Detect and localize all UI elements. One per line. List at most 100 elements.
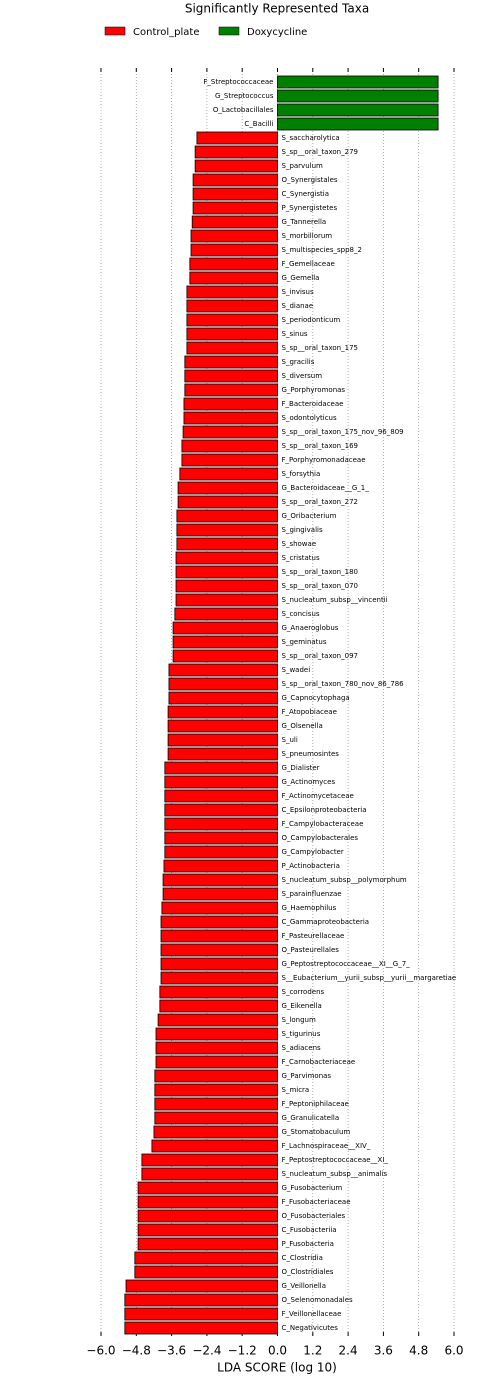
bar: [154, 1111, 278, 1125]
category-label: S_longum: [282, 1016, 316, 1024]
category-label: S_sp__oral_taxon_780_nov_86_786: [282, 680, 405, 688]
category-label: P_Actinobacteria: [282, 862, 340, 870]
category-label: S_parainfluenzae: [282, 890, 342, 898]
category-label: G_Parvimonas: [282, 1072, 332, 1080]
category-label: S_nucleatum_subsp__polymorphum: [282, 876, 407, 884]
category-label: S_morbillorum: [282, 232, 333, 240]
bar: [175, 593, 278, 607]
bar: [137, 1237, 278, 1251]
category-label: S_parvulum: [282, 162, 324, 170]
category-label: S_sp__oral_taxon_097: [282, 652, 358, 660]
category-label: F_Pasteurellaceae: [282, 932, 345, 940]
bar: [153, 1125, 278, 1139]
category-label: F_Actinomycetaceae: [282, 792, 354, 800]
category-label: S_saccharolytica: [282, 134, 340, 142]
bar: [190, 229, 278, 243]
x-tick-label: −4.8: [122, 1344, 151, 1358]
category-label: F_Porphyromonadaceae: [282, 456, 366, 464]
bar: [184, 383, 278, 397]
bar: [192, 187, 278, 201]
category-label: S_concisus: [282, 610, 320, 618]
bar: [162, 873, 278, 887]
category-label: F_Gemellaceae: [282, 260, 335, 268]
bar: [186, 327, 278, 341]
category-label: O_Synergistales: [282, 176, 338, 184]
bar: [164, 761, 278, 775]
bar: [175, 579, 278, 593]
category-label: O_Clostridiales: [282, 1268, 334, 1276]
category-label: S_sp__oral_taxon_272: [282, 498, 358, 506]
category-label: F_Peptoniphilaceae: [282, 1100, 349, 1108]
category-label: S_sp__oral_taxon_175_nov_96_809: [282, 428, 404, 436]
bar: [137, 1195, 278, 1209]
bar: [181, 453, 278, 467]
category-label: O_Pasteurellales: [282, 946, 340, 954]
x-tick-label: −3.6: [157, 1344, 186, 1358]
bar: [168, 677, 278, 691]
bar: [177, 481, 278, 495]
category-label: S_periodonticum: [282, 316, 341, 324]
bar: [190, 243, 278, 257]
bar: [179, 467, 278, 481]
bar: [137, 1181, 278, 1195]
category-label: S_showae: [282, 540, 317, 548]
bar: [161, 901, 278, 915]
category-label: S_adiacens: [282, 1044, 322, 1052]
bar: [277, 117, 439, 131]
chart-title: Significantly Represented Taxa: [185, 2, 369, 16]
category-label: G_Dialister: [282, 764, 320, 772]
legend-label: Control_plate: [133, 27, 199, 38]
bar: [181, 439, 278, 453]
category-label: O_Fusobacteriales: [282, 1212, 346, 1220]
category-label: S_sp__oral_taxon_279: [282, 148, 358, 156]
category-label: S_wadei: [282, 666, 311, 674]
category-label: F_Streptococcaceae: [203, 78, 273, 86]
category-label: S_pneumosintes: [282, 750, 340, 758]
bar: [191, 215, 278, 229]
legend-label: Doxycycline: [247, 27, 307, 38]
category-label: G_Capnocytophaga: [282, 694, 350, 702]
x-tick-label: −2.4: [192, 1344, 221, 1358]
bar: [160, 957, 278, 971]
bar: [137, 1223, 278, 1237]
bar: [155, 1055, 278, 1069]
category-label: C_Clostridia: [282, 1254, 323, 1262]
bar: [141, 1153, 278, 1167]
bar: [186, 299, 278, 313]
bar: [277, 75, 439, 89]
bar: [151, 1139, 278, 1153]
category-label: S_sp__oral_taxon_180: [282, 568, 358, 576]
category-label: S_gracilis: [282, 358, 315, 366]
category-label: G_Granulicatella: [282, 1114, 340, 1122]
bar: [141, 1167, 278, 1181]
category-label: C_Epsilonproteobacteria: [282, 806, 367, 814]
x-tick-label: −6.0: [86, 1344, 115, 1358]
category-label: S_multispecies_spp8_2: [282, 246, 362, 254]
bar: [154, 1097, 278, 1111]
x-tick-label: 3.6: [374, 1344, 393, 1358]
x-axis-label: LDA SCORE (log 10): [217, 1361, 337, 1375]
bar: [160, 943, 278, 957]
category-label: S_sp__oral_taxon_070: [282, 582, 358, 590]
bar: [194, 145, 278, 159]
x-tick-label: 2.4: [339, 1344, 358, 1358]
bar: [164, 803, 278, 817]
category-label: G_Haemophilus: [282, 904, 337, 912]
bar: [124, 1307, 278, 1321]
category-label: G_Oribacterium: [282, 512, 337, 520]
bar: [186, 285, 278, 299]
x-tick-label: 1.2: [303, 1344, 322, 1358]
x-tick-label: 6.0: [444, 1344, 463, 1358]
bar: [196, 131, 278, 145]
bar: [137, 1209, 278, 1223]
bar: [124, 1293, 278, 1307]
category-label: G_Porphyromonas: [282, 386, 346, 394]
category-label: F_Peptostreptococcaceae__XI_: [282, 1156, 389, 1164]
category-label: S_sp__oral_taxon_175: [282, 344, 358, 352]
bar: [168, 691, 278, 705]
bar: [183, 411, 278, 425]
bar: [162, 887, 278, 901]
category-label: G_Olsenella: [282, 722, 323, 730]
category-label: S_micra: [282, 1086, 310, 1094]
